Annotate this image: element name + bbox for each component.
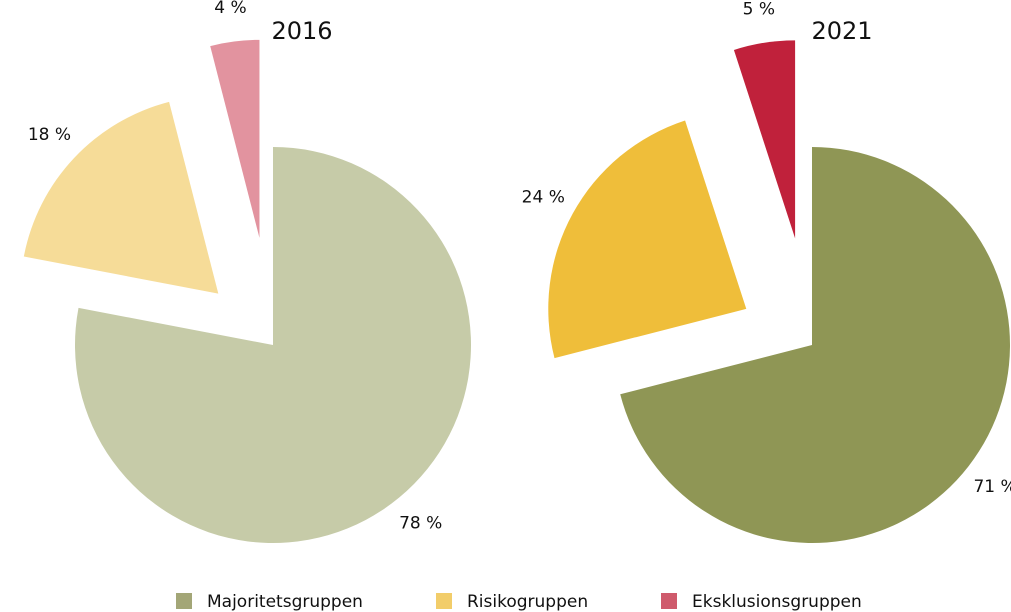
data-label: 24 % [522,187,565,207]
pie-slice [548,120,747,359]
chart-title: 2021 [811,17,872,45]
pie-slice [733,40,796,239]
pie-slice [75,147,471,543]
data-label: 5 % [743,0,775,20]
data-label: 78 % [399,513,442,533]
data-label: 71 % [973,477,1011,497]
legend-label: Majoritetsgruppen [207,592,363,612]
legend-swatch [436,593,452,609]
chart-title: 2016 [271,17,332,45]
legend-swatch [661,593,677,609]
legend-label: Risikogruppen [467,592,588,612]
legend-swatch [176,593,192,609]
pie-slice [620,147,1010,544]
pie-slice [23,101,219,294]
data-label: 18 % [28,125,71,145]
legend-label: Eksklusionsgruppen [692,592,862,612]
data-label: 4 % [214,0,246,18]
pie-slice [210,39,260,238]
